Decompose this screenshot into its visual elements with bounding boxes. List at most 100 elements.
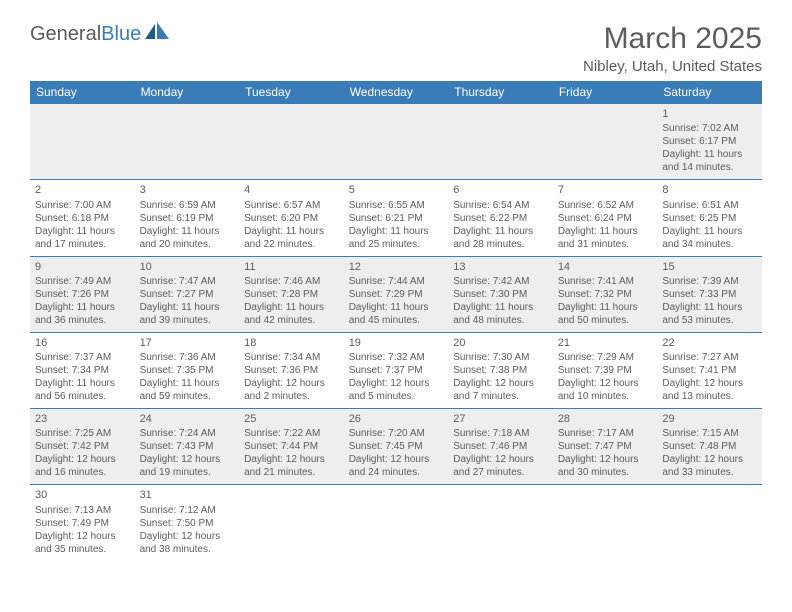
day-number: 25	[244, 412, 339, 426]
daylight1-text: Daylight: 11 hours	[140, 377, 235, 390]
sunset-text: Sunset: 7:26 PM	[35, 288, 130, 301]
day-cell-17: 17Sunrise: 7:36 AMSunset: 7:35 PMDayligh…	[135, 332, 240, 408]
week-row: 2Sunrise: 7:00 AMSunset: 6:18 PMDaylight…	[30, 180, 762, 256]
daylight2-text: and 34 minutes.	[662, 238, 757, 251]
empty-cell	[30, 104, 135, 180]
day-cell-2: 2Sunrise: 7:00 AMSunset: 6:18 PMDaylight…	[30, 180, 135, 256]
sunset-text: Sunset: 7:33 PM	[662, 288, 757, 301]
day-number: 11	[244, 260, 339, 274]
day-cell-5: 5Sunrise: 6:55 AMSunset: 6:21 PMDaylight…	[344, 180, 449, 256]
sunset-text: Sunset: 7:36 PM	[244, 364, 339, 377]
sunset-text: Sunset: 6:22 PM	[453, 212, 548, 225]
day-cell-14: 14Sunrise: 7:41 AMSunset: 7:32 PMDayligh…	[553, 256, 658, 332]
week-row: 9Sunrise: 7:49 AMSunset: 7:26 PMDaylight…	[30, 256, 762, 332]
day-number: 17	[140, 336, 235, 350]
logo: GeneralBlue	[30, 22, 171, 46]
day-number: 23	[35, 412, 130, 426]
sunset-text: Sunset: 7:49 PM	[35, 517, 130, 530]
daylight1-text: Daylight: 12 hours	[35, 453, 130, 466]
day-number: 3	[140, 183, 235, 197]
week-row: 1Sunrise: 7:02 AMSunset: 6:17 PMDaylight…	[30, 104, 762, 180]
daylight2-text: and 33 minutes.	[662, 466, 757, 479]
daylight1-text: Daylight: 11 hours	[140, 301, 235, 314]
empty-cell	[239, 104, 344, 180]
sunset-text: Sunset: 6:17 PM	[662, 135, 757, 148]
day-number: 18	[244, 336, 339, 350]
daylight2-text: and 27 minutes.	[453, 466, 548, 479]
sunrise-text: Sunrise: 6:52 AM	[558, 199, 653, 212]
day-number: 19	[349, 336, 444, 350]
sunrise-text: Sunrise: 7:24 AM	[140, 427, 235, 440]
daylight1-text: Daylight: 12 hours	[140, 530, 235, 543]
sunrise-text: Sunrise: 7:29 AM	[558, 351, 653, 364]
empty-cell	[135, 104, 240, 180]
day-number: 13	[453, 260, 548, 274]
daylight1-text: Daylight: 12 hours	[662, 453, 757, 466]
daylight2-text: and 53 minutes.	[662, 314, 757, 327]
day-header-sunday: Sunday	[30, 81, 135, 104]
daylight1-text: Daylight: 12 hours	[558, 377, 653, 390]
day-header-tuesday: Tuesday	[239, 81, 344, 104]
daylight1-text: Daylight: 11 hours	[662, 225, 757, 238]
day-number: 9	[35, 260, 130, 274]
daylight2-text: and 50 minutes.	[558, 314, 653, 327]
day-number: 20	[453, 336, 548, 350]
sunset-text: Sunset: 7:48 PM	[662, 440, 757, 453]
empty-cell	[553, 485, 658, 561]
empty-cell	[239, 485, 344, 561]
sunset-text: Sunset: 7:38 PM	[453, 364, 548, 377]
day-cell-28: 28Sunrise: 7:17 AMSunset: 7:47 PMDayligh…	[553, 409, 658, 485]
day-cell-24: 24Sunrise: 7:24 AMSunset: 7:43 PMDayligh…	[135, 409, 240, 485]
day-number: 28	[558, 412, 653, 426]
daylight1-text: Daylight: 11 hours	[662, 148, 757, 161]
header: GeneralBlue March 2025 Nibley, Utah, Uni…	[30, 22, 762, 75]
day-number: 12	[349, 260, 444, 274]
day-number: 31	[140, 488, 235, 502]
sunrise-text: Sunrise: 7:13 AM	[35, 504, 130, 517]
daylight2-text: and 24 minutes.	[349, 466, 444, 479]
sunset-text: Sunset: 7:35 PM	[140, 364, 235, 377]
day-header-saturday: Saturday	[657, 81, 762, 104]
day-number: 4	[244, 183, 339, 197]
day-number: 30	[35, 488, 130, 502]
sunrise-text: Sunrise: 6:51 AM	[662, 199, 757, 212]
empty-cell	[344, 485, 449, 561]
sunset-text: Sunset: 7:43 PM	[140, 440, 235, 453]
sunrise-text: Sunrise: 7:15 AM	[662, 427, 757, 440]
daylight1-text: Daylight: 12 hours	[662, 377, 757, 390]
sunrise-text: Sunrise: 7:12 AM	[140, 504, 235, 517]
day-number: 15	[662, 260, 757, 274]
sunrise-text: Sunrise: 7:27 AM	[662, 351, 757, 364]
day-cell-7: 7Sunrise: 6:52 AMSunset: 6:24 PMDaylight…	[553, 180, 658, 256]
empty-cell	[448, 485, 553, 561]
daylight1-text: Daylight: 12 hours	[244, 377, 339, 390]
calendar-table: SundayMondayTuesdayWednesdayThursdayFrid…	[30, 81, 762, 561]
sunrise-text: Sunrise: 7:39 AM	[662, 275, 757, 288]
day-header-thursday: Thursday	[448, 81, 553, 104]
daylight2-text: and 45 minutes.	[349, 314, 444, 327]
day-cell-15: 15Sunrise: 7:39 AMSunset: 7:33 PMDayligh…	[657, 256, 762, 332]
day-cell-30: 30Sunrise: 7:13 AMSunset: 7:49 PMDayligh…	[30, 485, 135, 561]
day-cell-4: 4Sunrise: 6:57 AMSunset: 6:20 PMDaylight…	[239, 180, 344, 256]
daylight2-text: and 35 minutes.	[35, 543, 130, 556]
daylight1-text: Daylight: 12 hours	[453, 453, 548, 466]
sunset-text: Sunset: 7:29 PM	[349, 288, 444, 301]
sunset-text: Sunset: 6:20 PM	[244, 212, 339, 225]
sunrise-text: Sunrise: 7:34 AM	[244, 351, 339, 364]
sunrise-text: Sunrise: 7:32 AM	[349, 351, 444, 364]
day-number: 5	[349, 183, 444, 197]
daylight2-text: and 19 minutes.	[140, 466, 235, 479]
sunset-text: Sunset: 7:37 PM	[349, 364, 444, 377]
sunrise-text: Sunrise: 7:18 AM	[453, 427, 548, 440]
daylight1-text: Daylight: 11 hours	[244, 301, 339, 314]
day-number: 27	[453, 412, 548, 426]
daylight2-text: and 21 minutes.	[244, 466, 339, 479]
sail-icon	[145, 22, 171, 46]
daylight2-text: and 30 minutes.	[558, 466, 653, 479]
daylight2-text: and 20 minutes.	[140, 238, 235, 251]
empty-cell	[553, 104, 658, 180]
daylight2-text: and 10 minutes.	[558, 390, 653, 403]
sunrise-text: Sunrise: 7:02 AM	[662, 122, 757, 135]
daylight2-text: and 13 minutes.	[662, 390, 757, 403]
day-header-monday: Monday	[135, 81, 240, 104]
